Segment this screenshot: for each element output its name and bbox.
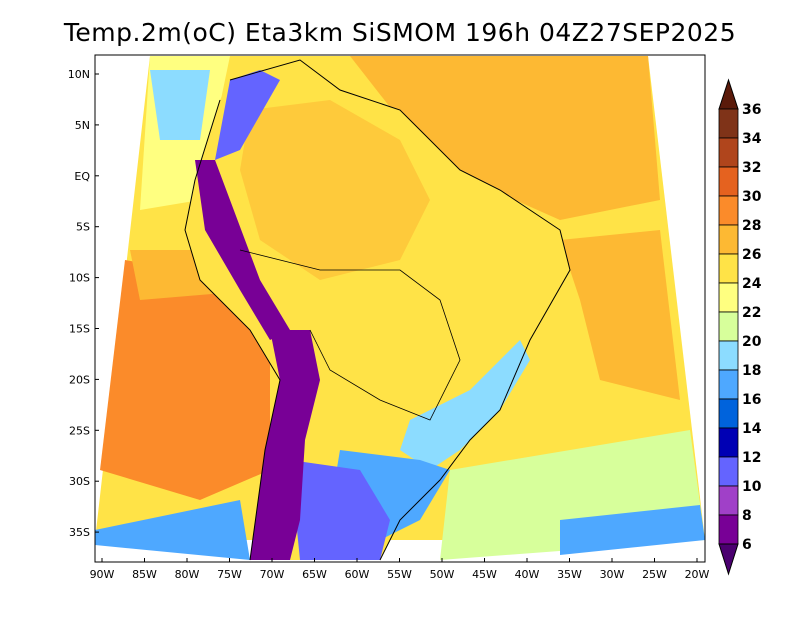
colorbar-bin	[718, 456, 739, 487]
lon-label: 50W	[430, 568, 455, 581]
colorbar-label: 22	[742, 305, 761, 321]
lon-label: 70W	[260, 568, 285, 581]
colorbar-label: 26	[742, 247, 761, 263]
colorbar-bin	[718, 166, 739, 197]
lat-label: EQ	[74, 170, 90, 183]
andes-colombia	[215, 70, 280, 160]
andes-north	[195, 160, 290, 340]
colorbar: 36 34 32 30 28 26 24 22 20 18 16 14 12 10 8 6	[718, 78, 762, 576]
colorbar-bin	[718, 369, 739, 400]
lon-label: 60W	[345, 568, 370, 581]
colorbar-label: 16	[742, 392, 761, 408]
south-atlantic-cold	[560, 505, 705, 555]
colorbar-label: 6	[742, 537, 752, 553]
colorbar-label: 14	[742, 421, 762, 437]
borders	[239, 249, 461, 421]
lon-label: 25W	[642, 568, 667, 581]
lon-label: 65W	[302, 568, 327, 581]
amazon-warm	[240, 100, 430, 280]
colorbar-bin	[718, 427, 739, 458]
colorbar-label: 18	[742, 363, 761, 379]
colorbar-bin	[718, 485, 739, 516]
lon-axis: 90W 85W 80W 75W 70W 65W 60W 55W 50W 45W 40W 35W 30W 2…	[90, 558, 710, 581]
lat-label: 10N	[68, 68, 90, 81]
colorbar-arrow-top	[718, 78, 739, 110]
colorbar-label: 8	[742, 508, 752, 524]
pampas-cold	[290, 460, 390, 560]
lat-label: 30S	[69, 475, 90, 488]
colorbar-label: 32	[742, 160, 761, 176]
colorbar-bin	[718, 311, 739, 342]
colorbar-label: 36	[742, 102, 761, 118]
southeast-cool	[400, 340, 530, 470]
colorbar-bin	[718, 253, 739, 284]
lon-label: 80W	[175, 568, 200, 581]
colorbar-arrow-bottom	[718, 543, 739, 576]
colorbar-bin	[718, 340, 739, 371]
colorbar-bin	[718, 282, 739, 313]
andes-south	[250, 330, 320, 560]
lat-label: 25S	[69, 424, 90, 437]
colorbar-label: 28	[742, 218, 761, 234]
south-pacific-cool	[95, 500, 250, 560]
colorbar-bin	[718, 398, 739, 429]
colorbar-label: 24	[742, 276, 762, 292]
coastline	[229, 59, 571, 561]
colorbar-label: 12	[742, 450, 761, 466]
pacific-warm	[100, 260, 270, 500]
colorbar-bin	[718, 514, 739, 545]
lon-label: 20W	[685, 568, 710, 581]
colorbar-label: 34	[742, 131, 762, 147]
chart-title: Temp.2m(oC) Eta3km SiSMOM 196h 04Z27SEP2…	[63, 18, 737, 47]
colorbar-label: 30	[742, 189, 762, 205]
lat-label: 15S	[69, 323, 90, 336]
map-field	[95, 56, 705, 561]
colorbar-bin	[718, 195, 739, 226]
colorbar-label: 10	[742, 479, 762, 495]
ocean-east-warm	[350, 56, 660, 220]
coastline-west	[184, 99, 281, 561]
lon-label: 35W	[557, 568, 582, 581]
lon-label: 55W	[387, 568, 412, 581]
lon-label: 40W	[515, 568, 540, 581]
colorbar-bin	[718, 137, 739, 168]
colorbar-label: 20	[742, 334, 762, 350]
lon-label: 90W	[90, 568, 115, 581]
lat-label: 5S	[76, 221, 90, 234]
lat-label: 20S	[69, 373, 90, 386]
lat-label: 5N	[75, 119, 90, 132]
ocean-east-mid	[560, 230, 680, 400]
lon-label: 30W	[600, 568, 625, 581]
lon-label: 75W	[217, 568, 242, 581]
colorbar-bin	[718, 224, 739, 255]
lon-label: 85W	[132, 568, 157, 581]
lon-label: 45W	[472, 568, 497, 581]
lat-label: 10S	[69, 272, 90, 285]
lat-axis: 10N 5N EQ 5S 10S 15S 20S 25S 30S 35S	[68, 68, 99, 539]
lat-label: 35S	[69, 526, 90, 539]
colorbar-bin	[718, 108, 739, 139]
pacific-cool	[150, 70, 210, 140]
